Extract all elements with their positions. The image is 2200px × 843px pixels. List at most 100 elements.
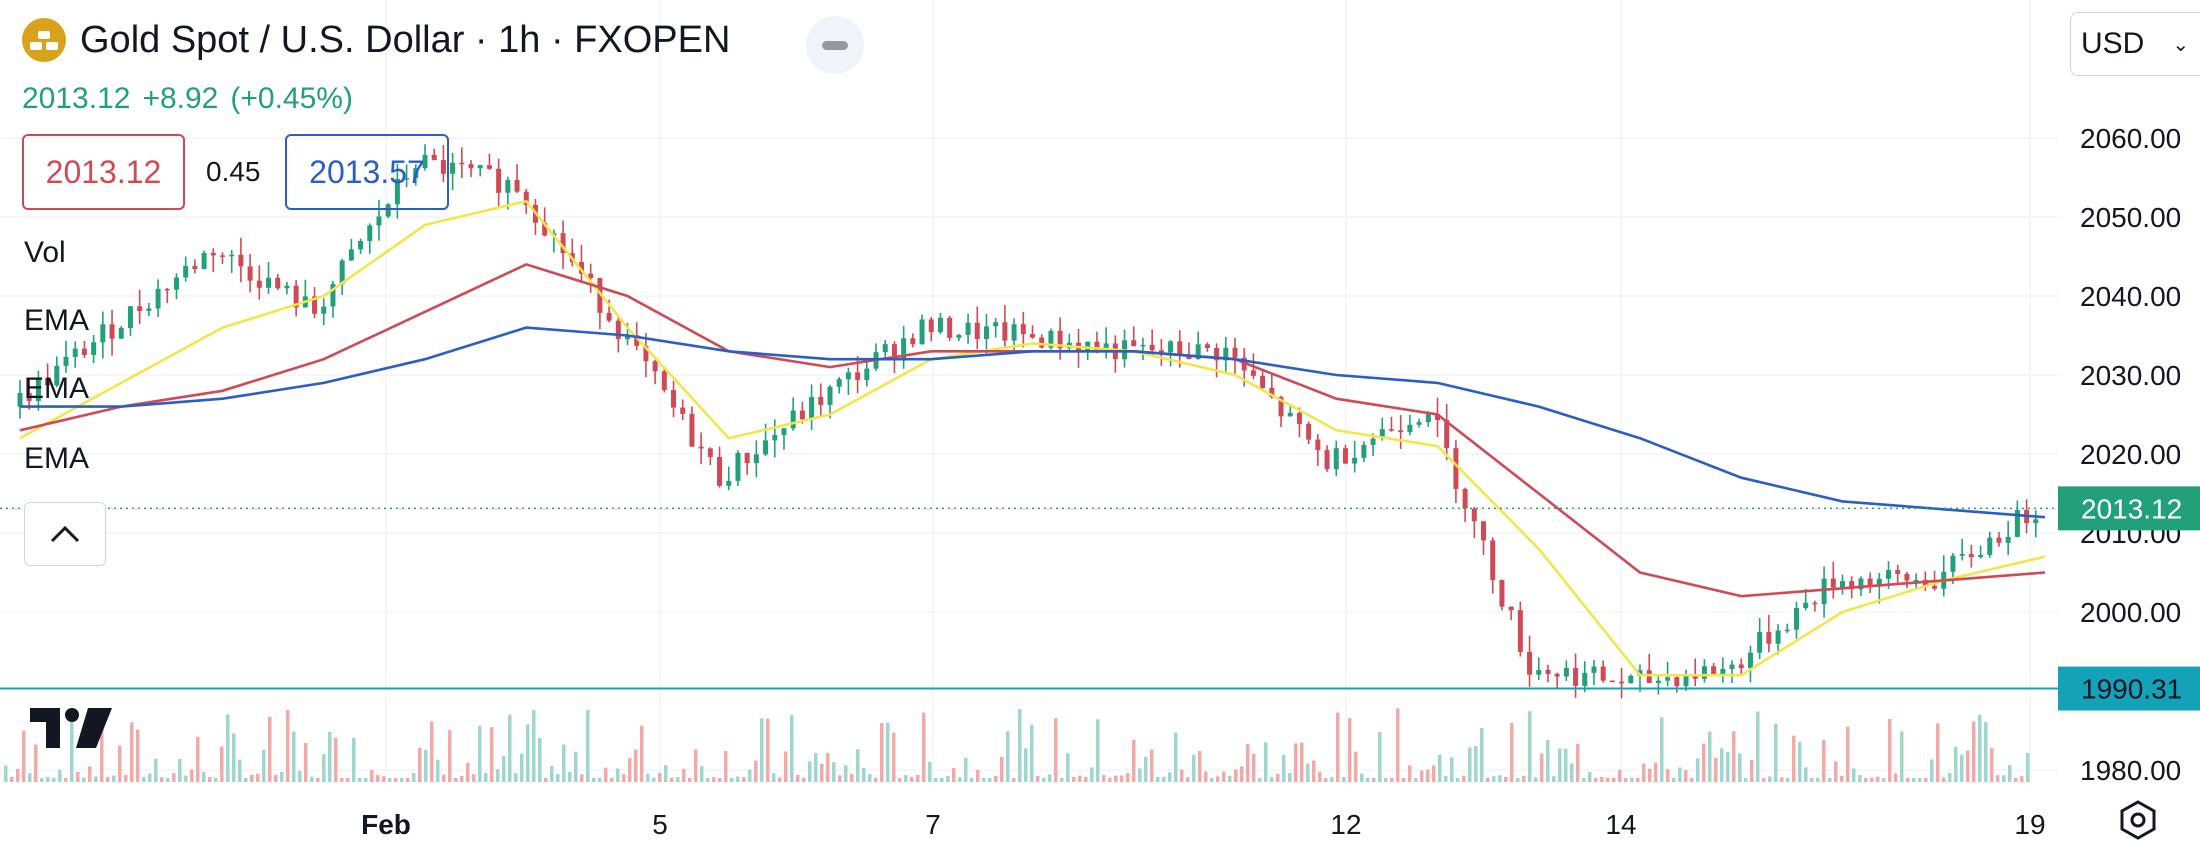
- volume-bar: [538, 738, 542, 782]
- volume-bar: [856, 749, 860, 782]
- volume-bar: [370, 769, 374, 782]
- volume-bar: [34, 744, 38, 782]
- volume-bar: [1360, 773, 1364, 782]
- candle-body: [818, 396, 824, 405]
- candle-body: [1287, 412, 1293, 417]
- buy-button[interactable]: 2013.57: [285, 134, 449, 210]
- volume-bar: [1984, 721, 1988, 782]
- candle-body: [625, 335, 630, 340]
- volume-bar: [1216, 776, 1220, 782]
- volume-bar: [862, 767, 866, 782]
- volume-bar: [1150, 749, 1154, 782]
- volume-bar: [1120, 775, 1124, 782]
- candle-body: [1462, 488, 1468, 509]
- volume-bar: [418, 747, 422, 782]
- candle-body: [1140, 344, 1146, 347]
- volume-bar: [1930, 759, 1934, 782]
- indicator-ema-label[interactable]: EMA: [24, 442, 90, 475]
- collapse-legend-button[interactable]: [806, 16, 864, 74]
- volume-bar: [376, 774, 380, 782]
- volume-bar: [10, 776, 14, 782]
- symbol-header[interactable]: Gold Spot / U.S. Dollar · 1h · FXOPEN: [22, 18, 730, 62]
- volume-bar: [202, 772, 206, 782]
- volume-bar: [1396, 708, 1400, 782]
- volume-bar: [1294, 743, 1298, 782]
- volume-bar: [394, 778, 398, 782]
- candle-body: [1352, 457, 1358, 464]
- volume-bar: [1672, 777, 1676, 782]
- chart-settings-icon[interactable]: [2118, 800, 2158, 840]
- volume-bar: [1348, 718, 1352, 782]
- volume-bar: [700, 766, 704, 782]
- volume-bar: [1156, 776, 1160, 782]
- volume-bar: [994, 776, 998, 782]
- volume-bar: [1012, 778, 1016, 782]
- volume-bar: [1702, 743, 1706, 782]
- volume-bar: [1480, 728, 1484, 782]
- volume-bar: [238, 759, 242, 782]
- candle-body: [1545, 669, 1551, 674]
- candle-body: [1913, 579, 1919, 582]
- toggle-indicators-button[interactable]: [24, 502, 106, 566]
- candle-body: [1830, 578, 1836, 588]
- volume-bar: [1456, 777, 1460, 782]
- volume-bar: [958, 777, 962, 782]
- volume-bar: [730, 777, 734, 782]
- currency-select[interactable]: USD ⌄: [2070, 12, 2200, 76]
- candle-body: [1793, 607, 1799, 630]
- candle-body: [993, 322, 999, 327]
- candle-body: [707, 448, 713, 457]
- indicator-ema-label[interactable]: EMA: [24, 304, 90, 337]
- gold-symbol-icon: [22, 18, 66, 62]
- volume-bar: [1000, 756, 1004, 782]
- volume-bar: [1204, 771, 1208, 782]
- currency-value: USD: [2081, 27, 2145, 60]
- volume-bar: [640, 725, 644, 782]
- volume-bar: [1378, 732, 1382, 782]
- volume-bar: [526, 724, 530, 782]
- candle-body: [1324, 450, 1330, 470]
- volume-bar: [220, 746, 224, 782]
- sell-button[interactable]: 2013.12: [22, 134, 185, 210]
- candle-body: [1858, 578, 1864, 590]
- candle-body: [1573, 667, 1579, 686]
- volume-bar: [838, 775, 842, 782]
- volume-bar: [1390, 777, 1394, 782]
- indicator-ema-label[interactable]: EMA: [24, 372, 90, 405]
- candle-body: [947, 317, 953, 338]
- candle-body: [2033, 519, 2039, 524]
- candle-body: [413, 168, 419, 179]
- volume-bar: [892, 732, 896, 782]
- volume-bar: [484, 772, 488, 782]
- volume-bar: [1840, 775, 1844, 782]
- candle-body: [1232, 347, 1238, 358]
- volume-bar: [1048, 774, 1052, 782]
- volume-bar: [1108, 777, 1112, 782]
- candle-body: [1959, 554, 1965, 556]
- volume-bar: [622, 773, 626, 782]
- candle-body: [35, 377, 41, 401]
- indicator-vol-label[interactable]: Vol: [24, 236, 66, 269]
- volume-bar: [1270, 777, 1274, 782]
- volume-bar: [352, 737, 356, 782]
- volume-bar: [1804, 767, 1808, 782]
- candle-body: [1499, 580, 1505, 607]
- volume-bar: [1894, 773, 1898, 782]
- candle-body: [1453, 448, 1459, 489]
- candle-body: [256, 280, 262, 288]
- candle-body: [1186, 354, 1192, 360]
- volume-bar: [544, 777, 548, 782]
- candle-body: [1416, 422, 1422, 425]
- candle-body: [284, 285, 290, 289]
- volume-bar: [628, 758, 632, 782]
- candle-body: [919, 319, 925, 345]
- volume-bar: [1582, 777, 1586, 782]
- candle-body: [1435, 414, 1440, 420]
- volume-bar: [1786, 777, 1790, 782]
- volume-bar: [652, 777, 656, 782]
- volume-bar: [1264, 742, 1268, 782]
- candle-body: [937, 317, 943, 333]
- volume-bar: [190, 769, 194, 782]
- candle-body: [680, 407, 686, 414]
